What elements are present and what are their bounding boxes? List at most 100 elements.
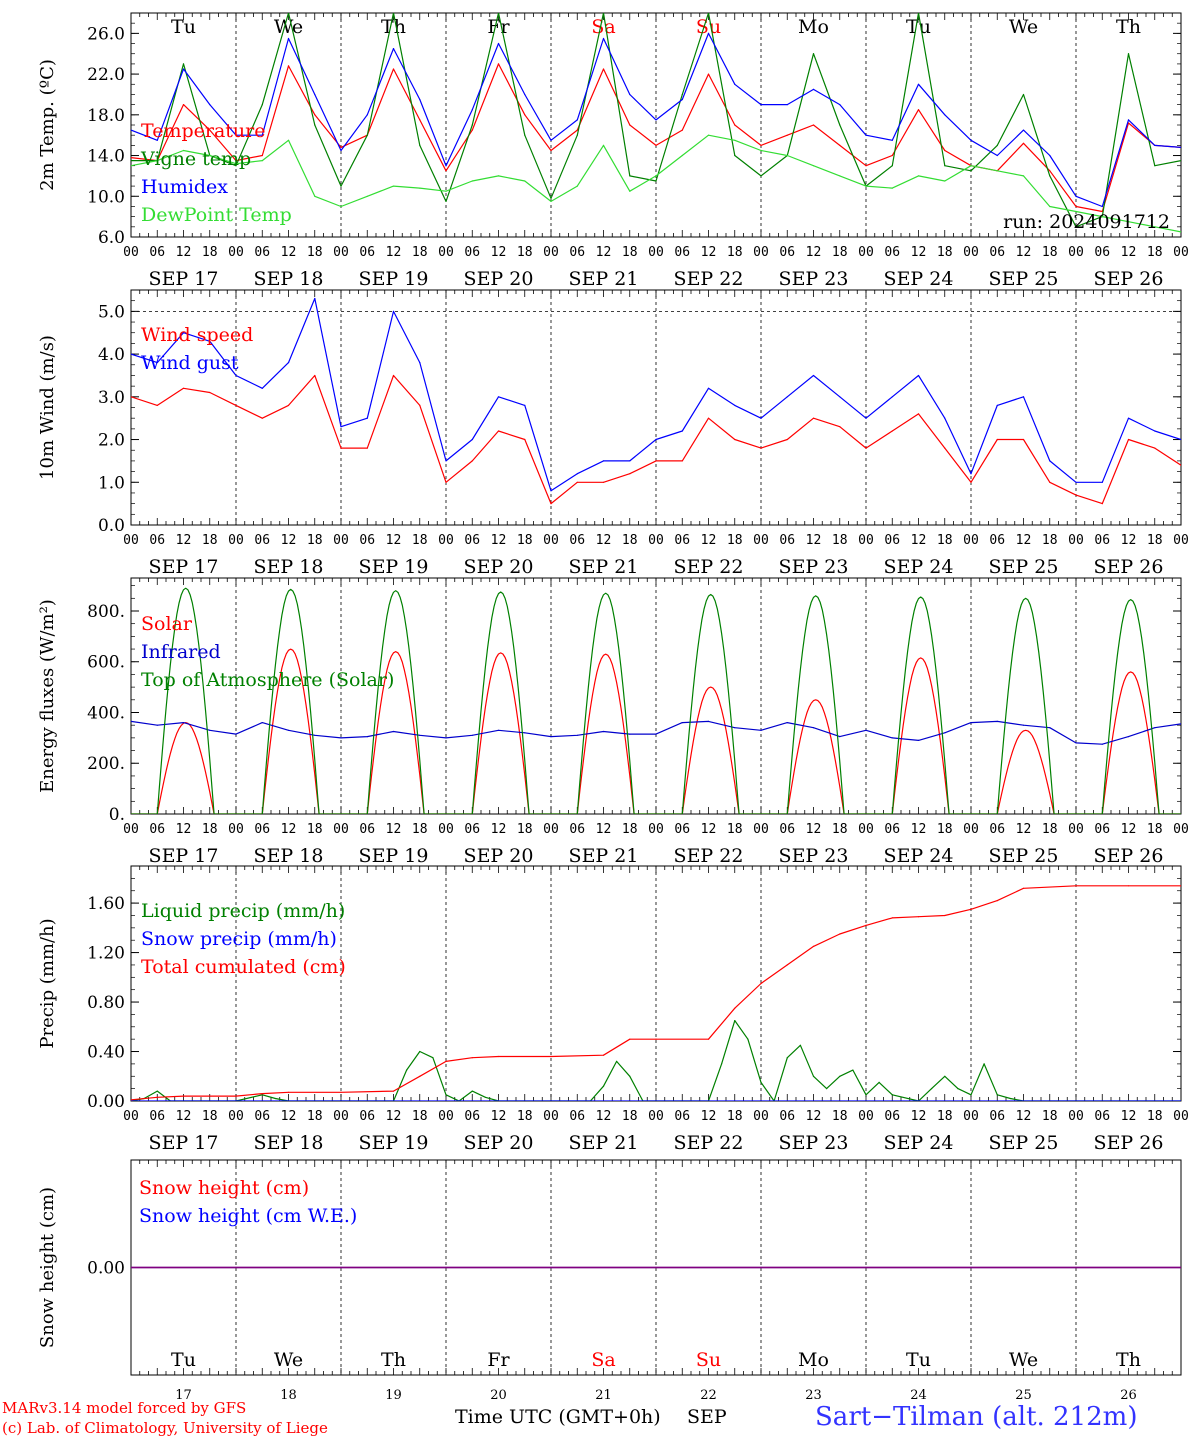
date-label: SEP 20 xyxy=(464,268,534,290)
hour-tick-label: 18 xyxy=(307,533,323,548)
series-liquid-precip-mm-h-point xyxy=(957,1088,959,1090)
hour-tick-label: 00 xyxy=(648,533,664,548)
date-label: SEP 25 xyxy=(989,556,1059,578)
date-label: SEP 25 xyxy=(989,268,1059,290)
hour-tick-label: 06 xyxy=(674,1109,690,1124)
series-infrared-point xyxy=(891,737,893,739)
series-dewpoint-temp-point xyxy=(655,175,657,177)
series-vigne-temp-point xyxy=(970,170,972,172)
y-tick-label: 5.0 xyxy=(98,302,125,322)
hour-tick-label: 06 xyxy=(989,533,1005,548)
series-vigne-temp-point xyxy=(944,165,946,167)
series-humidex-point xyxy=(681,98,683,101)
series-liquid-precip-mm-h-point xyxy=(891,1094,893,1096)
series-infrared-point xyxy=(314,734,316,736)
series-vigne-temp-point xyxy=(760,175,762,177)
series-liquid-precip-mm-h-point xyxy=(996,1094,998,1096)
hour-tick-label: 12 xyxy=(281,822,297,837)
series-liquid-precip-mm-h-point xyxy=(747,1038,749,1040)
series-vigne-temp-point xyxy=(471,124,473,126)
series-temperature-point xyxy=(235,160,237,162)
series-humidex-point xyxy=(760,104,762,106)
hour-tick-label: 00 xyxy=(753,822,769,837)
date-label: SEP 17 xyxy=(149,556,219,578)
series-solar xyxy=(131,648,1181,814)
date-label: SEP 18 xyxy=(254,556,324,578)
series-vigne-temp-point xyxy=(182,63,185,65)
series-humidex-point xyxy=(550,139,552,141)
series-wind-gust-point xyxy=(314,297,316,300)
hour-tick-label: 18 xyxy=(307,245,323,260)
series-total-cumulated-cm-point xyxy=(235,1095,237,1097)
hour-tick-label: 00 xyxy=(333,822,349,837)
date-label: SEP 18 xyxy=(254,268,324,290)
series-dewpoint-temp-point xyxy=(419,187,421,189)
series-humidex-point xyxy=(131,129,132,131)
hour-tick-label: 00 xyxy=(333,1109,349,1124)
hour-tick-label: 18 xyxy=(622,822,638,837)
series-infrared-point xyxy=(471,734,473,736)
series-wind-gust-point xyxy=(865,417,867,419)
series-total-cumulated-cm-point xyxy=(419,1075,421,1077)
hour-tick-label: 18 xyxy=(202,1109,218,1124)
y-tick-label: 0.0 xyxy=(98,516,125,536)
hour-tick-label: 12 xyxy=(701,822,717,837)
hour-tick-label: 12 xyxy=(806,533,822,548)
series-humidex-point xyxy=(707,32,710,35)
series-wind-speed-point xyxy=(314,374,316,377)
series-vigne-temp-point xyxy=(1049,175,1051,177)
series-wind-gust-point xyxy=(707,387,710,389)
series-vigne-temp-point xyxy=(419,144,421,146)
day-number-label: 25 xyxy=(1015,1388,1032,1403)
series-total-cumulated-cm-point xyxy=(550,1055,552,1058)
hour-tick-label: 12 xyxy=(806,1109,822,1124)
series-wind-gust-point xyxy=(996,404,998,406)
hour-tick-label: 06 xyxy=(149,245,165,260)
y-tick-label: 0.00 xyxy=(87,1092,125,1112)
day-number-label: 20 xyxy=(490,1388,507,1403)
day-number-label: 22 xyxy=(700,1388,717,1403)
hour-tick-label: 18 xyxy=(517,245,533,260)
series-humidex-point xyxy=(314,93,316,96)
hour-tick-label: 12 xyxy=(281,533,297,548)
hour-tick-label: 00 xyxy=(648,822,664,837)
series-dewpoint-temp-point xyxy=(1075,210,1077,213)
hour-tick-label: 06 xyxy=(254,1109,270,1124)
day-number-label: 23 xyxy=(805,1388,822,1403)
series-dewpoint-temp-point xyxy=(996,170,998,172)
hour-tick-label: 18 xyxy=(517,822,533,837)
series-infrared-point xyxy=(839,736,841,738)
series-dewpoint-temp-point xyxy=(209,154,211,157)
hour-tick-label: 00 xyxy=(648,245,664,260)
series-humidex-point xyxy=(786,104,788,106)
y-tick-label: 1.60 xyxy=(87,894,125,914)
series-dewpoint-temp-point xyxy=(261,160,263,162)
series-vigne-temp-point xyxy=(314,124,316,126)
day-abbr-label: Tu xyxy=(906,16,931,38)
series-infrared-point xyxy=(131,720,132,722)
series-wind-gust-point xyxy=(1180,438,1181,441)
y-tick-label: 18.0 xyxy=(87,106,125,126)
series-humidex-point xyxy=(891,139,893,141)
hour-tick-label: 06 xyxy=(779,533,795,548)
hour-tick-label: 12 xyxy=(1016,533,1032,548)
series-liquid-precip-mm-h-point xyxy=(156,1090,158,1092)
series-infrared-point xyxy=(1049,727,1051,729)
series-vigne-temp-point xyxy=(1022,93,1025,96)
hour-tick-label: 12 xyxy=(701,533,717,548)
series-group xyxy=(131,885,1181,1101)
series-total-cumulated-cm-point xyxy=(182,1095,185,1097)
series-total-cumulated-cm-point xyxy=(392,1090,395,1092)
hour-tick-label: 18 xyxy=(1147,245,1163,260)
series-temperature-point xyxy=(471,129,473,131)
series-vigne-temp-point xyxy=(839,124,841,126)
hour-tick-label: 00 xyxy=(1068,245,1084,260)
day-number-label: 24 xyxy=(910,1388,927,1403)
series-dewpoint-temp-point xyxy=(287,139,290,141)
series-dewpoint-temp-point xyxy=(182,149,185,152)
series-temperature-point xyxy=(1022,142,1025,144)
hour-tick-label: 06 xyxy=(254,245,270,260)
series-wind-gust-point xyxy=(156,362,158,364)
hour-tick-label: 12 xyxy=(386,822,402,837)
series-wind-speed-point xyxy=(629,473,631,475)
